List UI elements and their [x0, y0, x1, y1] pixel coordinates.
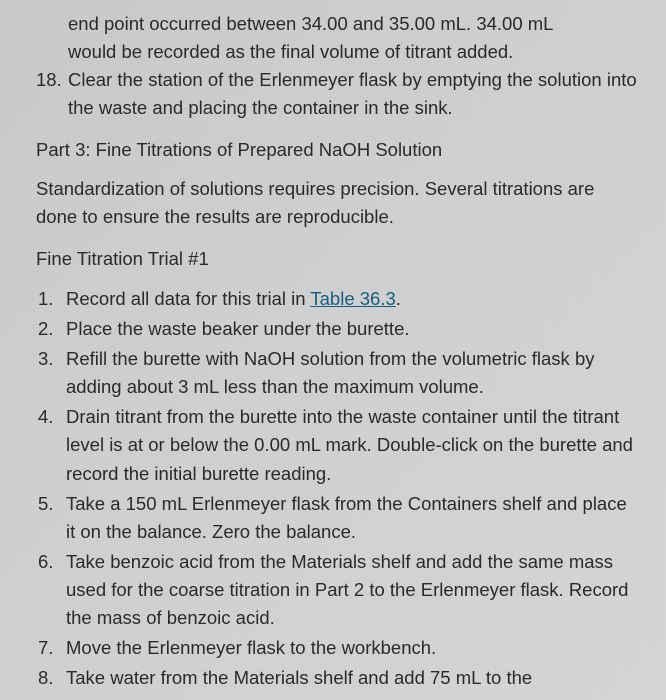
- item-text: Clear the station of the Erlenmeyer flas…: [68, 66, 640, 122]
- list-item: 6. Take benzoic acid from the Materials …: [36, 548, 640, 632]
- item-text: Move the Erlenmeyer flask to the workben…: [66, 634, 640, 662]
- part3-heading: Part 3: Fine Titrations of Prepared NaOH…: [36, 136, 640, 164]
- continuation-text: end point occurred between 34.00 and 35.…: [36, 10, 640, 66]
- list-item-18: 18. Clear the station of the Erlenmeyer …: [36, 66, 640, 122]
- item-text: Take benzoic acid from the Materials she…: [66, 548, 640, 632]
- trial-heading: Fine Titration Trial #1: [36, 245, 640, 273]
- item-text: Take a 150 mL Erlenmeyer flask from the …: [66, 490, 640, 546]
- item-text: Take water from the Materials shelf and …: [66, 664, 640, 692]
- table-link[interactable]: Table 36.3: [310, 288, 395, 309]
- item-text: Refill the burette with NaOH solution fr…: [66, 345, 640, 401]
- item-text: Drain titrant from the burette into the …: [66, 403, 640, 487]
- document-page: end point occurred between 34.00 and 35.…: [36, 10, 640, 692]
- item-text: Place the waste beaker under the burette…: [66, 315, 640, 343]
- list-item: 8. Take water from the Materials shelf a…: [36, 664, 640, 692]
- list-item: 5. Take a 150 mL Erlenmeyer flask from t…: [36, 490, 640, 546]
- item-number: 4.: [36, 403, 66, 487]
- part3-intro: Standardization of solutions requires pr…: [36, 175, 640, 231]
- item-number: 2.: [36, 315, 66, 343]
- item-text: Record all data for this trial in Table …: [66, 285, 640, 313]
- list-item: 1. Record all data for this trial in Tab…: [36, 285, 640, 313]
- list-item: 2. Place the waste beaker under the bure…: [36, 315, 640, 343]
- item-number: 1.: [36, 285, 66, 313]
- item-number: 18.: [36, 66, 68, 122]
- item-number: 3.: [36, 345, 66, 401]
- text-line: end point occurred between 34.00 and 35.…: [68, 10, 640, 38]
- steps-list: 1. Record all data for this trial in Tab…: [36, 285, 640, 693]
- item-number: 7.: [36, 634, 66, 662]
- item-number: 8.: [36, 664, 66, 692]
- list-item: 3. Refill the burette with NaOH solution…: [36, 345, 640, 401]
- text-line: would be recorded as the final volume of…: [68, 38, 640, 66]
- item-number: 5.: [36, 490, 66, 546]
- list-item: 4. Drain titrant from the burette into t…: [36, 403, 640, 487]
- item-number: 6.: [36, 548, 66, 632]
- list-item: 7. Move the Erlenmeyer flask to the work…: [36, 634, 640, 662]
